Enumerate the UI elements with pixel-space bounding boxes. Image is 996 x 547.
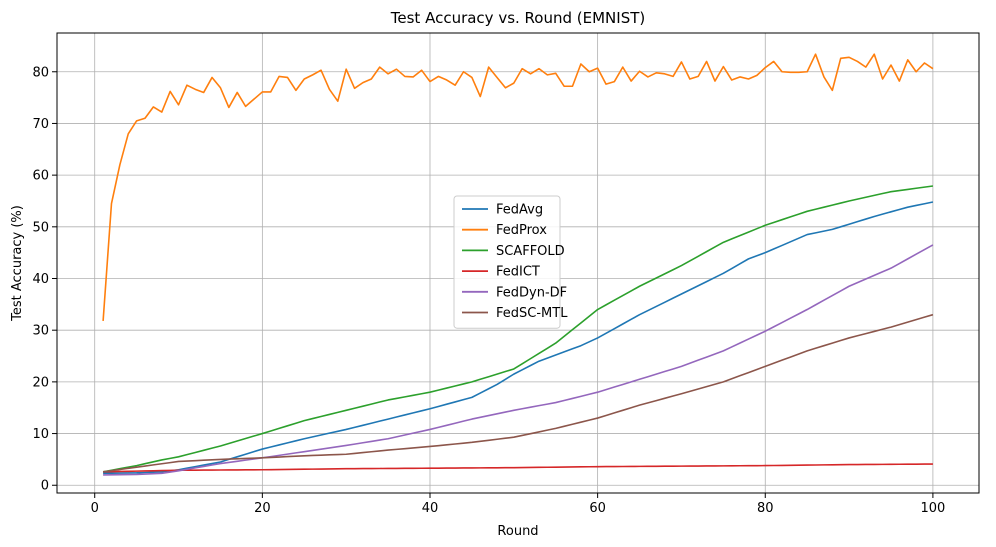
y-tick-label: 50: [32, 220, 49, 235]
y-tick-label: 30: [32, 324, 49, 339]
legend-entry: FedDyn-DF: [496, 285, 567, 300]
y-tick-label: 80: [32, 65, 49, 80]
legend-entry: FedProx: [496, 223, 547, 238]
x-axis-label: Round: [497, 524, 538, 539]
y-tick-label: 10: [32, 427, 49, 442]
y-tick-label: 40: [32, 272, 49, 287]
legend-entry: FedAvg: [496, 203, 543, 218]
y-tick-label: 0: [41, 479, 49, 494]
legend-entry: FedSC-MTL: [496, 306, 568, 321]
series-line-4: [103, 244, 934, 476]
x-tick-label: 40: [422, 501, 439, 516]
plot-frame: [56, 32, 980, 494]
legend-entry: SCAFFOLD: [496, 244, 565, 259]
series-group: [102, 53, 934, 476]
x-tick-label: 0: [91, 501, 99, 516]
x-tick-label: 60: [589, 501, 606, 516]
axis-ticks: 0 20 40 60 80 100 0 10 20 30 40 50 60 70 80: [32, 65, 945, 516]
legend-entry: FedICT: [496, 265, 540, 280]
x-tick-label: 100: [920, 501, 945, 516]
series-line-2: [102, 185, 934, 473]
series-line-5: [102, 313, 934, 473]
x-tick-label: 80: [757, 501, 774, 516]
y-tick-label: 20: [32, 375, 49, 390]
chart-title: Test Accuracy vs. Round (EMNIST): [390, 9, 645, 27]
y-tick-label: 70: [32, 117, 49, 132]
series-line-1: [102, 53, 934, 321]
y-tick-label: 60: [32, 169, 49, 184]
series-line-3: [103, 463, 933, 473]
series-line-0: [103, 201, 934, 475]
y-axis-label: Test Accuracy (%): [10, 205, 25, 322]
legend: FedAvg FedProx SCAFFOLD FedICT FedDyn-DF FedS…: [453, 195, 568, 329]
x-tick-label: 20: [254, 501, 271, 516]
